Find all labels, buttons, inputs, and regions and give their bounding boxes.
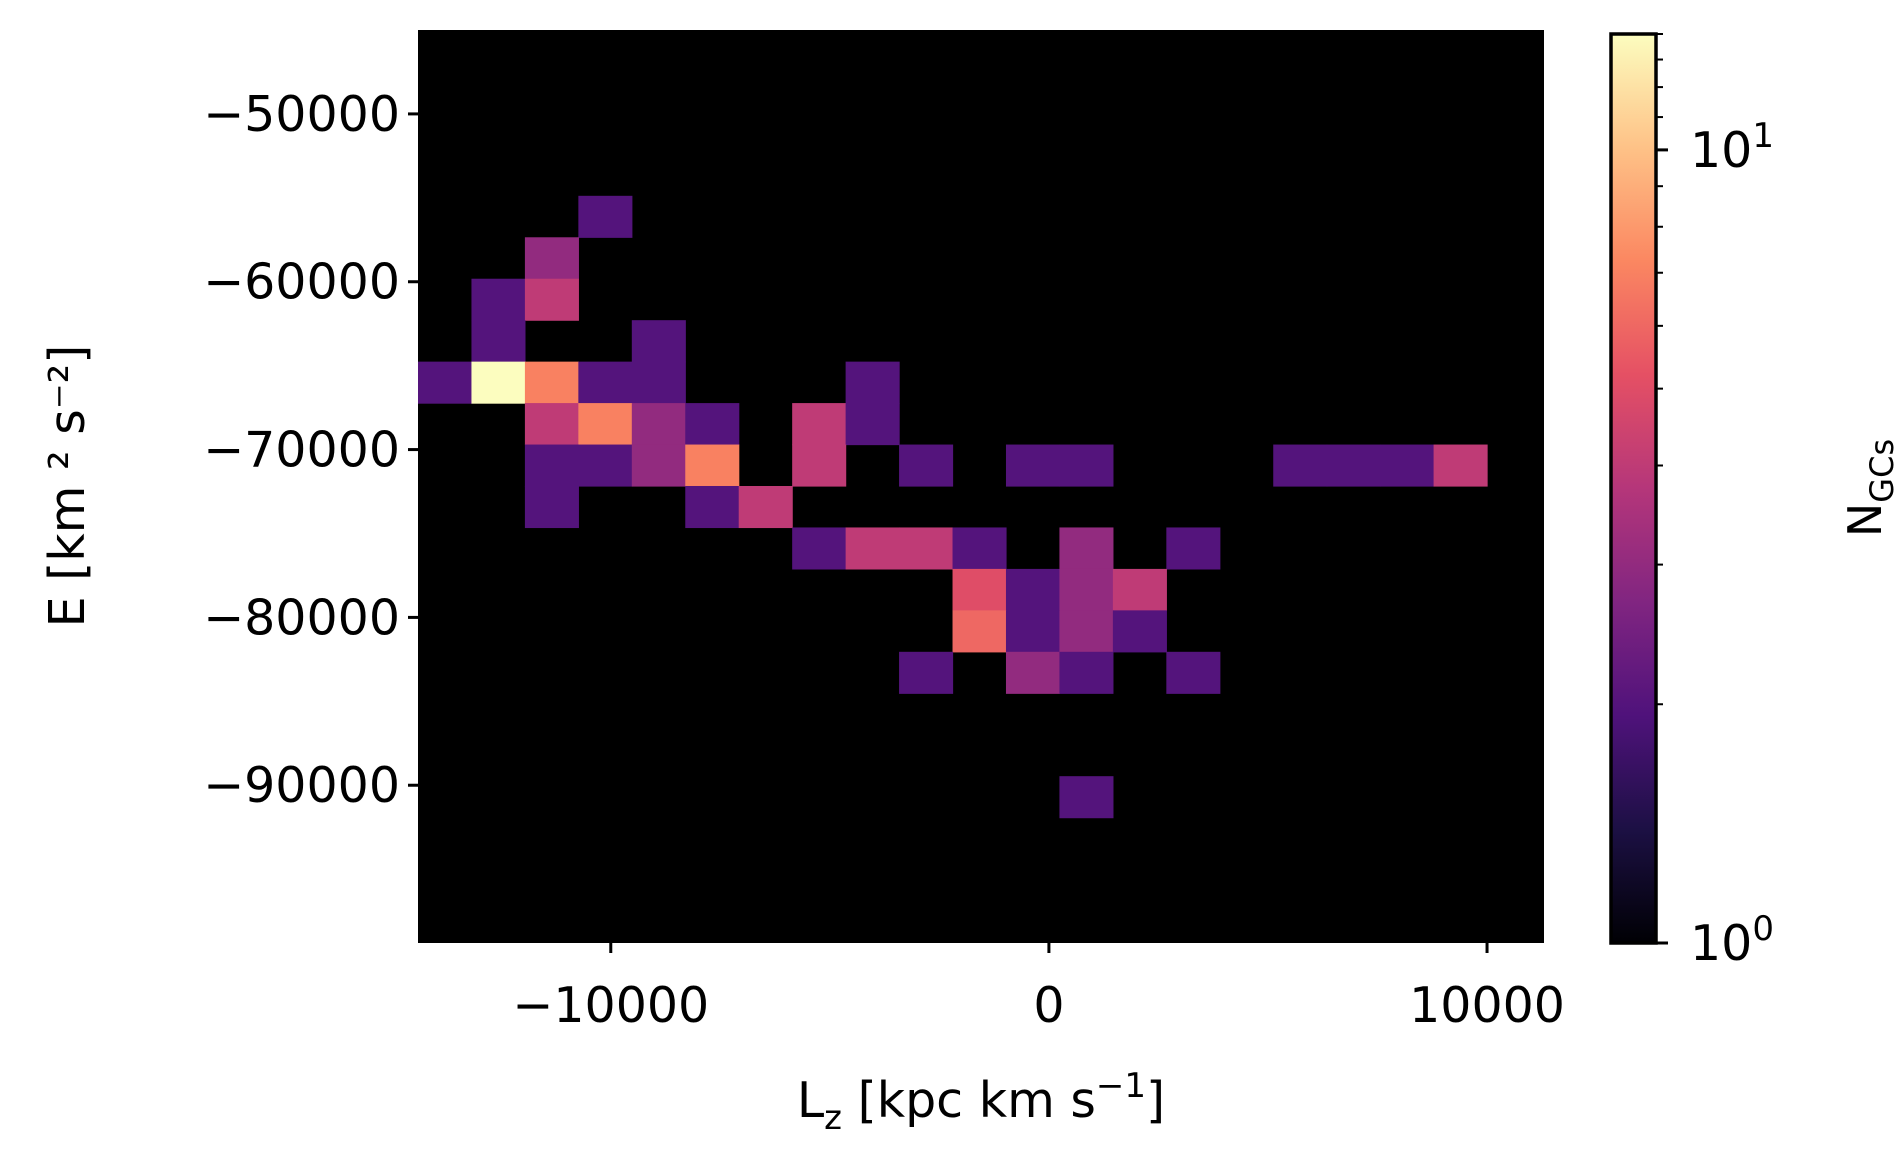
heatmap-cell	[899, 651, 954, 694]
x-tick-label: −10000	[512, 977, 709, 1034]
heatmap-cell	[1005, 568, 1061, 611]
heatmap-cell	[685, 485, 740, 529]
y-axis-ticks: −50000 −60000 −70000 −80000 −90000	[203, 86, 418, 814]
heatmap-cell	[685, 444, 740, 487]
heatmap-cell	[952, 568, 1007, 611]
heatmap-cell	[792, 444, 847, 487]
heatmap-cell	[471, 361, 526, 404]
heatmap-cell	[471, 320, 526, 363]
heatmap-cell	[524, 237, 579, 280]
heatmap-cell	[738, 485, 793, 529]
heatmap-cell	[1059, 527, 1114, 570]
heatmap-cell	[1112, 610, 1167, 653]
heatmap-cell	[524, 278, 579, 321]
heatmap-cell	[845, 361, 900, 404]
heatmap-cell	[899, 527, 954, 570]
heatmap-cell	[792, 403, 847, 446]
heatmap-cell	[524, 361, 579, 404]
y-tick-label: −90000	[203, 757, 400, 814]
heatmap-cell	[471, 278, 526, 321]
colorbar-tick-label: 101	[1690, 116, 1774, 179]
colorbar-tick-label: 100	[1690, 909, 1774, 972]
heatmap-cell	[1059, 444, 1114, 487]
heatmap-cell	[1166, 651, 1221, 694]
heatmap-cell	[578, 403, 633, 446]
x-tick-label: 0	[1033, 977, 1064, 1034]
heatmap-cell	[1059, 776, 1114, 819]
heatmap-cell	[418, 361, 473, 404]
heatmap-cell	[1326, 444, 1381, 487]
heatmap-cell	[1112, 568, 1167, 611]
y-tick-label: −80000	[203, 589, 400, 646]
heatmap-cell	[631, 320, 686, 363]
heatmap-cell	[1059, 651, 1114, 694]
colorbar	[1609, 32, 1658, 945]
heatmap-cell	[952, 527, 1007, 570]
colorbar-ticks: 100 101	[1656, 33, 1774, 972]
heatmap-cell	[1273, 444, 1328, 487]
heatmap-cell	[845, 403, 900, 446]
y-tick-label: −50000	[203, 86, 400, 143]
heatmap-cell	[631, 361, 686, 404]
heatmap-cell	[952, 610, 1007, 653]
heatmap-cell	[685, 403, 740, 446]
heatmap-cell	[631, 444, 686, 487]
heatmap-cells	[418, 195, 1488, 819]
heatmap-cell	[845, 527, 900, 570]
y-axis-label: E [km ² s⁻²]	[39, 345, 96, 628]
heatmap-cell	[578, 195, 633, 238]
y-tick-label: −70000	[203, 422, 400, 479]
heatmap-cell	[1166, 527, 1221, 570]
colorbar-label: NGCs	[1838, 439, 1901, 537]
heatmap-cell	[792, 527, 847, 570]
x-axis-ticks: −10000 0 10000	[512, 943, 1565, 1034]
heatmap-cell	[578, 444, 633, 487]
heatmap-cell	[524, 485, 579, 529]
heatmap-cell	[1380, 444, 1435, 487]
heatmap-cell	[578, 361, 633, 404]
heatmap-cell	[1005, 610, 1061, 653]
heatmap-cell	[1005, 444, 1061, 487]
x-axis-label: Lz [kpc km s−1]	[797, 1066, 1165, 1138]
heatmap-cell	[1059, 568, 1114, 611]
heatmap-cell	[899, 444, 954, 487]
heatmap-cell	[1005, 651, 1061, 694]
heatmap-cell	[1059, 610, 1114, 653]
heatmap-cell	[524, 403, 579, 446]
x-tick-label: 10000	[1409, 977, 1565, 1034]
heatmap-cell	[1433, 444, 1488, 487]
heatmap-cell	[631, 403, 686, 446]
heatmap-cell	[524, 444, 579, 487]
y-tick-label: −60000	[203, 254, 400, 311]
